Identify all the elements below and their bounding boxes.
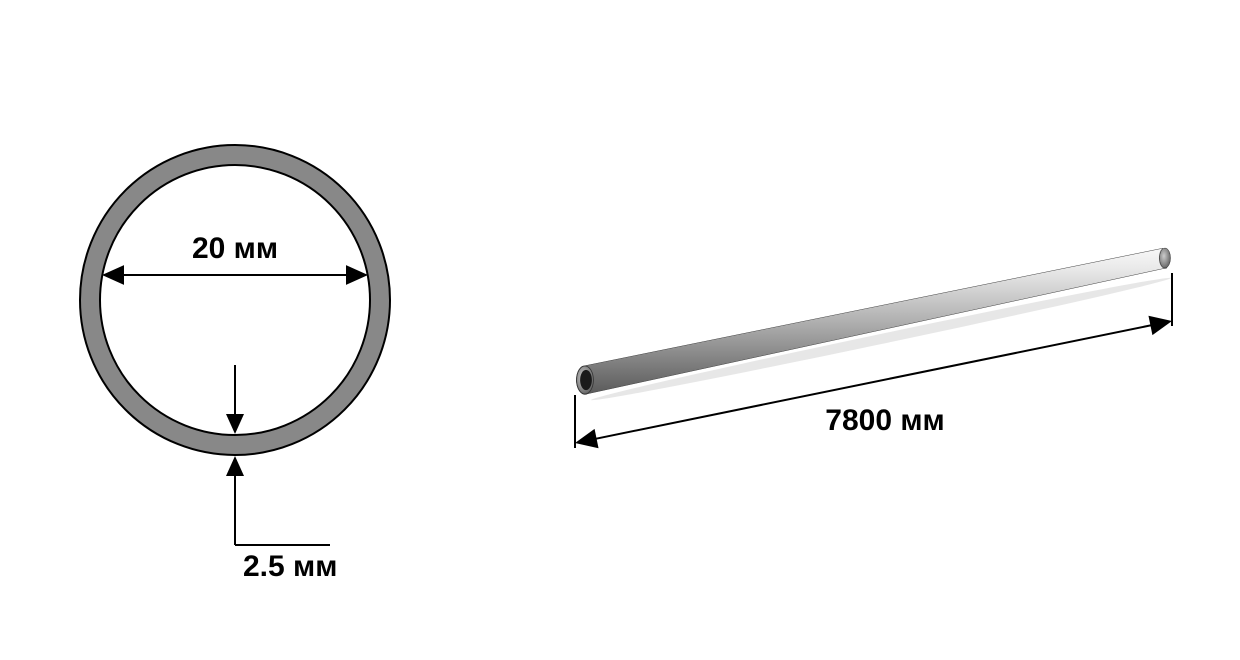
- cross-section: 20 мм 2.5 мм: [80, 145, 390, 583]
- arrow-up-icon: [226, 456, 244, 476]
- pipe-far-cap: [1160, 248, 1171, 268]
- pipe-body: [576, 248, 1167, 394]
- diameter-label: 20 мм: [192, 232, 278, 265]
- pipe-diagram: 20 мм 2.5 мм 7800 мм: [0, 0, 1240, 660]
- wall-label: 2.5 мм: [243, 550, 337, 583]
- pipe-view: 7800 мм: [575, 248, 1172, 448]
- arrow-left-icon: [575, 429, 599, 448]
- length-label: 7800 мм: [825, 404, 944, 437]
- pipe-hole: [580, 370, 592, 390]
- arrow-right-icon: [1148, 316, 1172, 335]
